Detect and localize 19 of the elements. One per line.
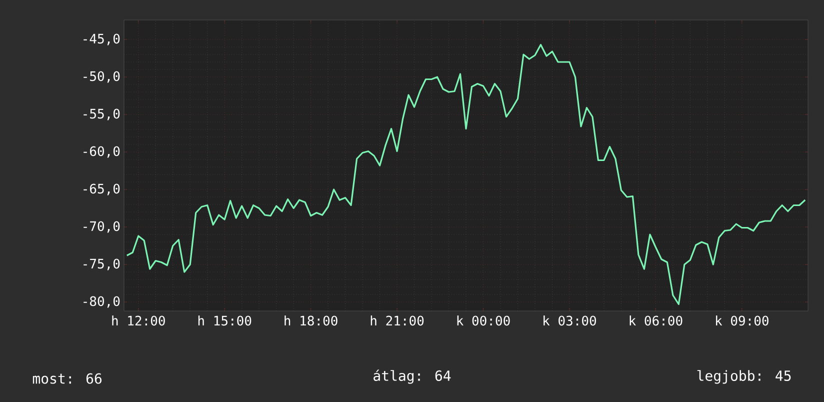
x-tick-label: h 15:00 [198,316,252,326]
y-tick-label: -50,0 [84,71,120,83]
y-tick-label: -80,0 [84,296,120,308]
x-tick-label: h 12:00 [112,316,165,326]
text: átlag: 64 [374,370,451,384]
text: legjobb: 45 [697,370,791,384]
text: most: 66 [32,373,102,384]
x-tick-label: k 09:00 [716,316,768,326]
y-tick-label: -60,0 [84,146,120,158]
x-tick-label: h 21:00 [370,316,424,326]
y-tick-label: -65,0 [84,184,120,196]
y-tick-label: -45,0 [84,34,120,46]
y-tick-label: -75,0 [84,258,120,270]
y-tick-label: -55,0 [84,108,120,120]
x-tick-label: k 06:00 [630,316,682,326]
y-tick-label: -70,0 [84,221,120,233]
x-tick-label: k 00:00 [457,316,510,326]
x-tick-label: k 03:00 [544,316,596,326]
x-tick-label: h 18:00 [284,316,338,326]
